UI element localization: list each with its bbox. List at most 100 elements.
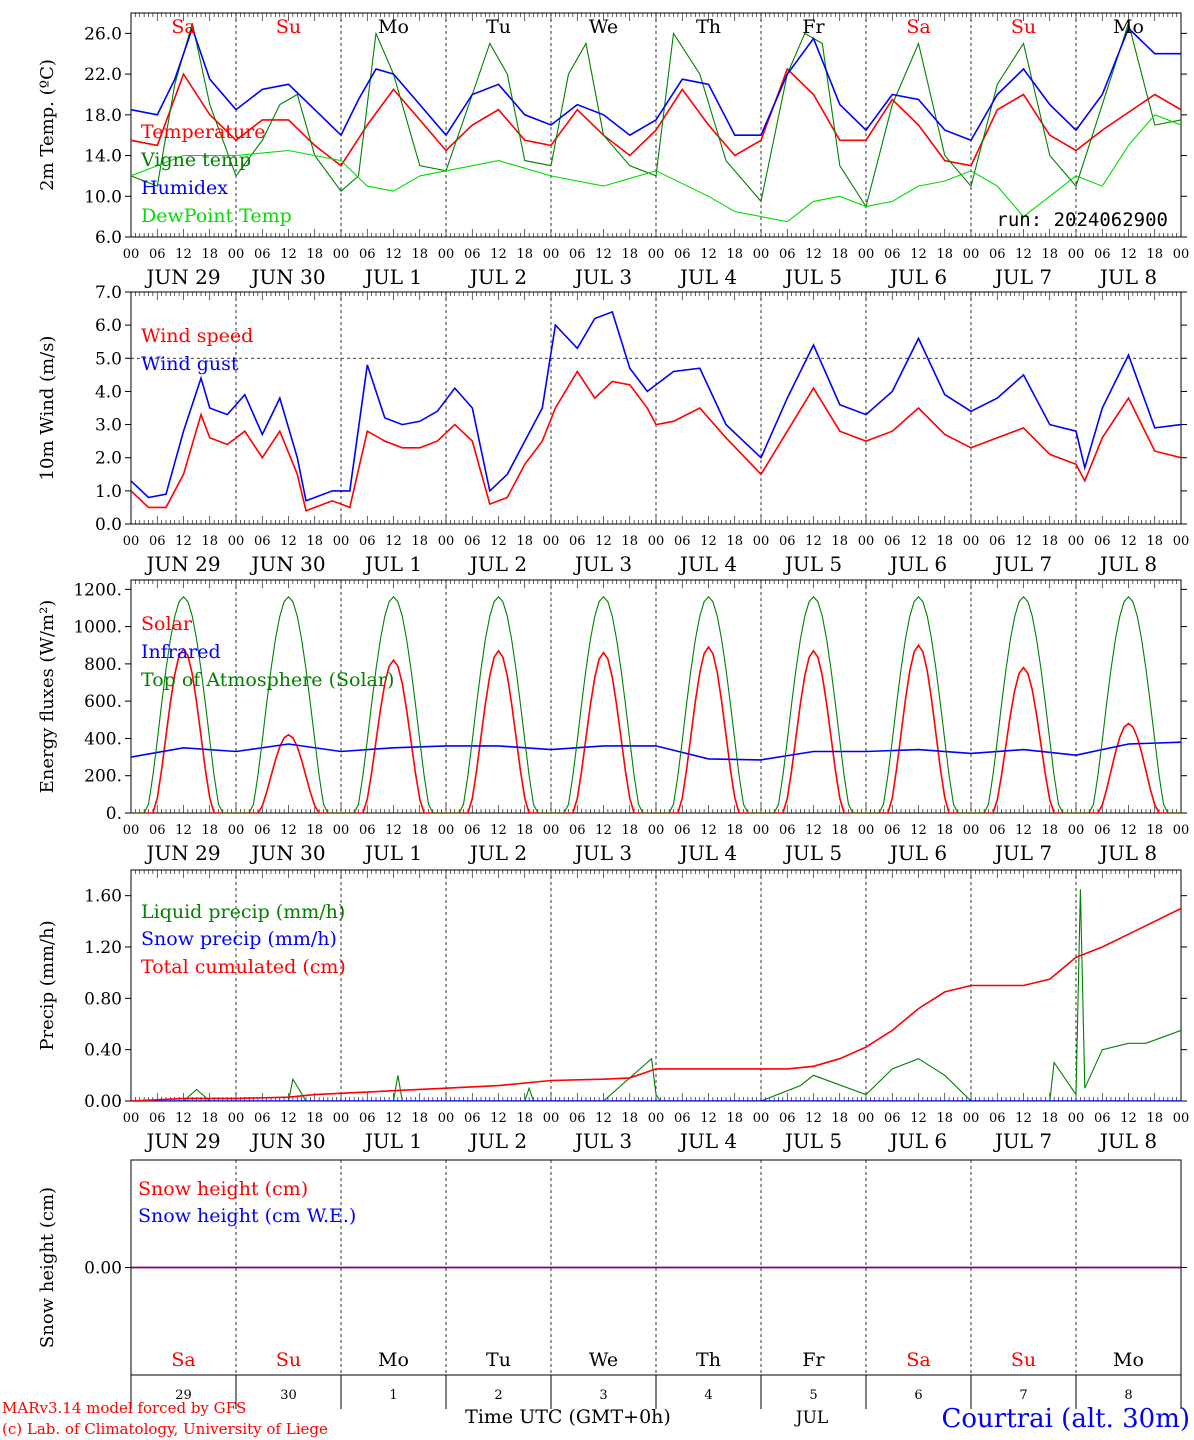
- hour-tick-label: 00: [123, 247, 140, 262]
- hour-tick-label: 18: [1041, 823, 1058, 838]
- hour-tick-label: 12: [700, 534, 717, 549]
- panel-series: [131, 595, 1181, 813]
- weekday-label: We: [589, 1349, 618, 1371]
- date-label: JUL 1: [363, 1129, 422, 1153]
- y-tick-label: 0.00: [84, 1092, 122, 1112]
- hour-tick-label: 12: [805, 823, 822, 838]
- hour-tick-label: 12: [805, 247, 822, 262]
- date-label: JUL 6: [888, 552, 947, 576]
- date-label: JUL 3: [573, 841, 632, 865]
- hour-tick-label: 00: [1068, 247, 1085, 262]
- hour-tick-label: 00: [333, 1111, 350, 1126]
- hour-tick-label: 06: [464, 247, 481, 262]
- hour-tick-label: 12: [490, 247, 507, 262]
- hour-tick-label: 06: [149, 1111, 166, 1126]
- date-label: JUL 5: [783, 841, 842, 865]
- hour-tick-label: 18: [621, 247, 638, 262]
- hour-tick-label: 12: [700, 247, 717, 262]
- hour-tick-label: 18: [306, 823, 323, 838]
- liquid-precip-mm-h-legend: Liquid precip (mm/h): [141, 901, 345, 923]
- date-label: JUL 3: [573, 1129, 632, 1153]
- hour-tick-label: 00: [753, 534, 770, 549]
- date-label: JUL 2: [468, 1129, 527, 1153]
- y-tick-label: 10.0: [84, 187, 122, 207]
- hour-tick-label: 06: [254, 1111, 271, 1126]
- hour-tick-label: 12: [910, 1111, 927, 1126]
- hour-tick-label: 06: [359, 247, 376, 262]
- day-number-label: 4: [704, 1388, 712, 1403]
- hour-tick-label: 00: [1173, 247, 1190, 262]
- wind-gust-legend: Wind gust: [141, 353, 239, 375]
- location-title: Courtrai (alt. 30m): [942, 1404, 1191, 1434]
- date-label: JUL 4: [678, 841, 737, 865]
- hour-tick-label: 18: [201, 1111, 218, 1126]
- axis-labels: 2m Temp. (ºC)6.010.014.018.022.026.000 06…: [37, 16, 1189, 1403]
- hour-tick-label: 12: [490, 1111, 507, 1126]
- hour-tick-label: 00: [333, 534, 350, 549]
- hour-tick-label: 12: [1120, 534, 1137, 549]
- hour-tick-label: 18: [726, 823, 743, 838]
- panel-frame: [130, 12, 1182, 238]
- hour-tick-label: 18: [201, 534, 218, 549]
- date-label: JUL 1: [363, 265, 422, 289]
- hour-tick-label: 12: [595, 823, 612, 838]
- hour-tick-label: 06: [884, 534, 901, 549]
- hour-tick-label: 18: [516, 247, 533, 262]
- hour-tick-label: 12: [805, 1111, 822, 1126]
- hour-tick-label: 06: [569, 823, 586, 838]
- hour-tick-label: 06: [254, 534, 271, 549]
- snow-height-cm-w-e-legend: Snow height (cm W.E.): [138, 1205, 356, 1227]
- date-label: JUL 7: [993, 552, 1052, 576]
- hour-tick-label: 12: [700, 1111, 717, 1126]
- hour-tick-label: 18: [1146, 823, 1163, 838]
- date-label: JUL 3: [573, 552, 632, 576]
- temperature-legend: Temperature: [141, 121, 265, 143]
- y-tick-label: 2.0: [95, 449, 122, 469]
- vigne-temp-line: [131, 21, 1181, 208]
- run-label: run: 2024062900: [996, 209, 1168, 231]
- total-cumulated-cm-legend: Total cumulated (cm): [141, 956, 346, 978]
- date-label: JUL 2: [468, 552, 527, 576]
- hour-tick-label: 18: [201, 247, 218, 262]
- weekday-label: Su: [276, 1349, 301, 1371]
- hour-tick-label: 12: [1015, 823, 1032, 838]
- hour-tick-label: 06: [149, 247, 166, 262]
- hour-tick-label: 06: [779, 247, 796, 262]
- snow-height-cm-legend: Snow height (cm): [138, 1178, 308, 1200]
- date-label: JUL 8: [1098, 1129, 1157, 1153]
- hour-tick-label: 18: [1041, 247, 1058, 262]
- hour-tick-label: 06: [989, 247, 1006, 262]
- day-number-label: 5: [809, 1388, 817, 1403]
- hour-tick-label: 12: [595, 1111, 612, 1126]
- y-tick-label: 14.0: [84, 147, 122, 167]
- hour-tick-label: 06: [359, 823, 376, 838]
- hour-tick-label: 00: [543, 534, 560, 549]
- hour-tick-label: 00: [438, 534, 455, 549]
- y-axis-label: Energy fluxes (W/m²): [37, 600, 58, 794]
- hour-tick-label: 06: [464, 534, 481, 549]
- hour-tick-label: 06: [359, 534, 376, 549]
- hour-tick-label: 12: [1015, 247, 1032, 262]
- y-tick-label: 22.0: [84, 65, 122, 85]
- date-label: JUL 7: [993, 265, 1052, 289]
- hour-tick-label: 00: [963, 247, 980, 262]
- hour-tick-label: 00: [1068, 534, 1085, 549]
- y-tick-label: 0.00: [84, 1259, 122, 1279]
- hour-tick-label: 18: [1146, 247, 1163, 262]
- hour-tick-label: 06: [464, 823, 481, 838]
- y-tick-label: 0.80: [84, 989, 122, 1009]
- hour-tick-label: 06: [674, 247, 691, 262]
- y-tick-label: 5.0: [95, 349, 122, 369]
- y-axis-label: 10m Wind (m/s): [37, 336, 58, 481]
- date-label: JUN 29: [144, 265, 220, 289]
- weekday-label: Mo: [1113, 1349, 1144, 1371]
- hour-tick-label: 12: [595, 247, 612, 262]
- hour-tick-label: 18: [621, 1111, 638, 1126]
- weekday-label: Sa: [906, 16, 930, 38]
- date-label: JUN 30: [249, 265, 325, 289]
- day-number-label: 6: [914, 1388, 922, 1403]
- hour-tick-label: 12: [700, 823, 717, 838]
- date-label: JUL 2: [468, 841, 527, 865]
- hour-tick-label: 00: [123, 1111, 140, 1126]
- hour-tick-label: 00: [543, 1111, 560, 1126]
